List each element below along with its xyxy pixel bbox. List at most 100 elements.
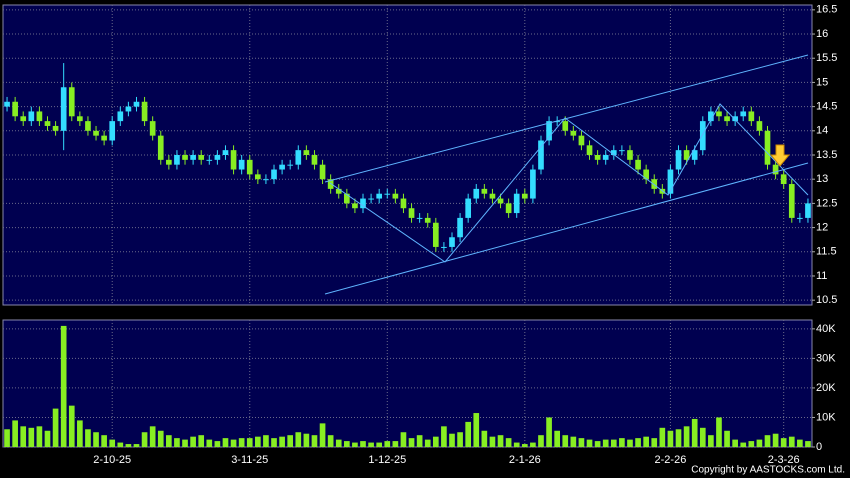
y-tick-label: 13 (816, 173, 828, 185)
candle-body (788, 184, 795, 218)
candle-body (335, 188, 342, 194)
candle-body (271, 169, 277, 180)
y-tick-label: 12 (816, 221, 828, 233)
candle-body (44, 121, 51, 126)
candle-body (133, 101, 140, 107)
y-tick-label: 40K (816, 323, 836, 335)
volume-bar (513, 442, 520, 447)
volume-bar (497, 435, 504, 447)
volume-bar (627, 439, 633, 447)
volume-bar (222, 438, 229, 447)
volume-bar (125, 444, 132, 447)
volume-bar (101, 435, 107, 447)
candle-body (190, 155, 196, 160)
candle-body (182, 155, 188, 160)
volume-bar (659, 427, 666, 447)
volume-bar (271, 438, 277, 447)
volume-bar (699, 427, 706, 447)
candle-body (530, 169, 536, 199)
candle-body (505, 203, 512, 214)
volume-bar (473, 413, 480, 447)
volume-bar (756, 439, 763, 447)
volume-bar (263, 435, 269, 447)
candle-body (756, 121, 763, 131)
volume-bar (206, 439, 213, 447)
y-tick-label: 15.5 (816, 52, 837, 64)
candle-body (52, 125, 59, 131)
candle-body (627, 150, 633, 160)
volume-bar (157, 430, 164, 447)
volume-bar (392, 441, 399, 447)
signal-arrow (769, 144, 791, 167)
volume-bar (554, 430, 560, 447)
candle-body (125, 106, 132, 112)
volume-bar (109, 439, 116, 447)
candle-body (174, 155, 180, 165)
volume-bar (408, 438, 415, 447)
candle-body (473, 188, 480, 199)
volume-bar (319, 423, 326, 447)
copyright: Copyright by AASTOCKS.com Ltd. (691, 465, 845, 476)
candle-body (319, 164, 326, 180)
volume-bar (368, 442, 374, 447)
volume-bar (432, 436, 439, 447)
volume-bar (416, 435, 423, 447)
candle-body (481, 188, 488, 194)
volume-bar (141, 432, 148, 447)
candle-body (352, 203, 358, 209)
candle-body (724, 116, 730, 122)
candle-body (716, 111, 722, 117)
volume-bar (772, 433, 779, 447)
volume-bar (327, 435, 334, 447)
volume-bar (400, 432, 407, 447)
volume-bar (675, 429, 682, 447)
volume-bar (449, 433, 455, 447)
y-tick-label: 14.5 (816, 101, 837, 113)
candle-body (222, 150, 229, 155)
volume-bar (683, 426, 690, 447)
volume-bar (546, 417, 552, 447)
candle-body (93, 130, 99, 136)
marks-layer (4, 63, 811, 447)
candle-body (562, 121, 569, 131)
candle-body (343, 193, 350, 204)
candle-body (384, 193, 391, 195)
candle-body (513, 193, 520, 214)
y-tick-label: 16.5 (816, 4, 837, 16)
y-tick-label: 12.5 (816, 197, 837, 209)
volume-bar (691, 418, 698, 447)
y-tick-label: 14 (816, 125, 828, 137)
candle-body (279, 164, 285, 170)
volume-bar (481, 430, 488, 447)
y-tick-label: 11.5 (816, 246, 837, 258)
volume-bar (764, 435, 771, 447)
candle-body (667, 169, 674, 194)
volume-bar (52, 408, 59, 447)
volume-bar (635, 438, 641, 447)
y-tick-label: 10K (816, 411, 836, 423)
volume-bar (788, 436, 795, 447)
volume-bar (457, 432, 463, 447)
volume-bar (708, 435, 714, 447)
candle-body (441, 246, 447, 248)
volume-bar (60, 325, 67, 447)
candle-body (805, 203, 811, 218)
volume-bar (578, 438, 585, 447)
candle-body (400, 198, 407, 209)
candle-body (368, 198, 374, 200)
candle-body (570, 130, 577, 136)
candle-body (651, 179, 658, 189)
channel-lower (324, 162, 809, 295)
volume-bar (68, 405, 75, 447)
y-tick-label: 15 (816, 76, 828, 88)
volume-bar (441, 426, 447, 447)
candle-body (360, 198, 366, 209)
volume-bar (360, 441, 366, 447)
candle-body (206, 159, 213, 161)
candle-body (214, 155, 221, 160)
candle-body (764, 130, 771, 165)
volume-bar (570, 436, 577, 447)
volume-bar (805, 441, 811, 447)
volume-bar (182, 439, 188, 447)
candle-body (594, 155, 601, 160)
